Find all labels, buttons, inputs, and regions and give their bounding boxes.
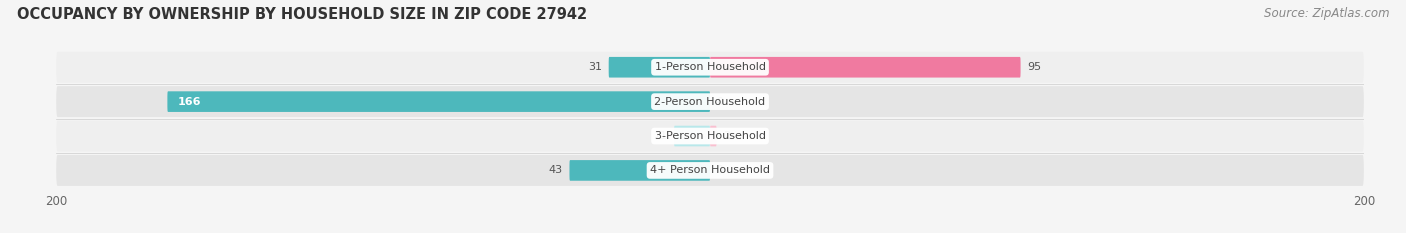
Text: OCCUPANCY BY OWNERSHIP BY HOUSEHOLD SIZE IN ZIP CODE 27942: OCCUPANCY BY OWNERSHIP BY HOUSEHOLD SIZE…	[17, 7, 586, 22]
FancyBboxPatch shape	[609, 57, 710, 78]
FancyBboxPatch shape	[56, 52, 1364, 83]
FancyBboxPatch shape	[167, 91, 710, 112]
Text: 43: 43	[548, 165, 562, 175]
Text: 2: 2	[723, 131, 730, 141]
FancyBboxPatch shape	[673, 126, 710, 146]
Text: 0: 0	[717, 97, 724, 107]
FancyBboxPatch shape	[710, 57, 1021, 78]
FancyBboxPatch shape	[56, 120, 1364, 151]
Text: 4+ Person Household: 4+ Person Household	[650, 165, 770, 175]
Text: 2-Person Household: 2-Person Household	[654, 97, 766, 107]
Text: Source: ZipAtlas.com: Source: ZipAtlas.com	[1264, 7, 1389, 20]
FancyBboxPatch shape	[56, 86, 1364, 117]
Text: 11: 11	[654, 131, 668, 141]
FancyBboxPatch shape	[56, 155, 1364, 186]
Text: 95: 95	[1028, 62, 1042, 72]
Text: 31: 31	[588, 62, 602, 72]
Text: 1-Person Household: 1-Person Household	[655, 62, 765, 72]
Text: 3-Person Household: 3-Person Household	[655, 131, 765, 141]
FancyBboxPatch shape	[710, 126, 717, 146]
Text: 166: 166	[177, 97, 201, 107]
Text: 0: 0	[717, 165, 724, 175]
FancyBboxPatch shape	[569, 160, 710, 181]
